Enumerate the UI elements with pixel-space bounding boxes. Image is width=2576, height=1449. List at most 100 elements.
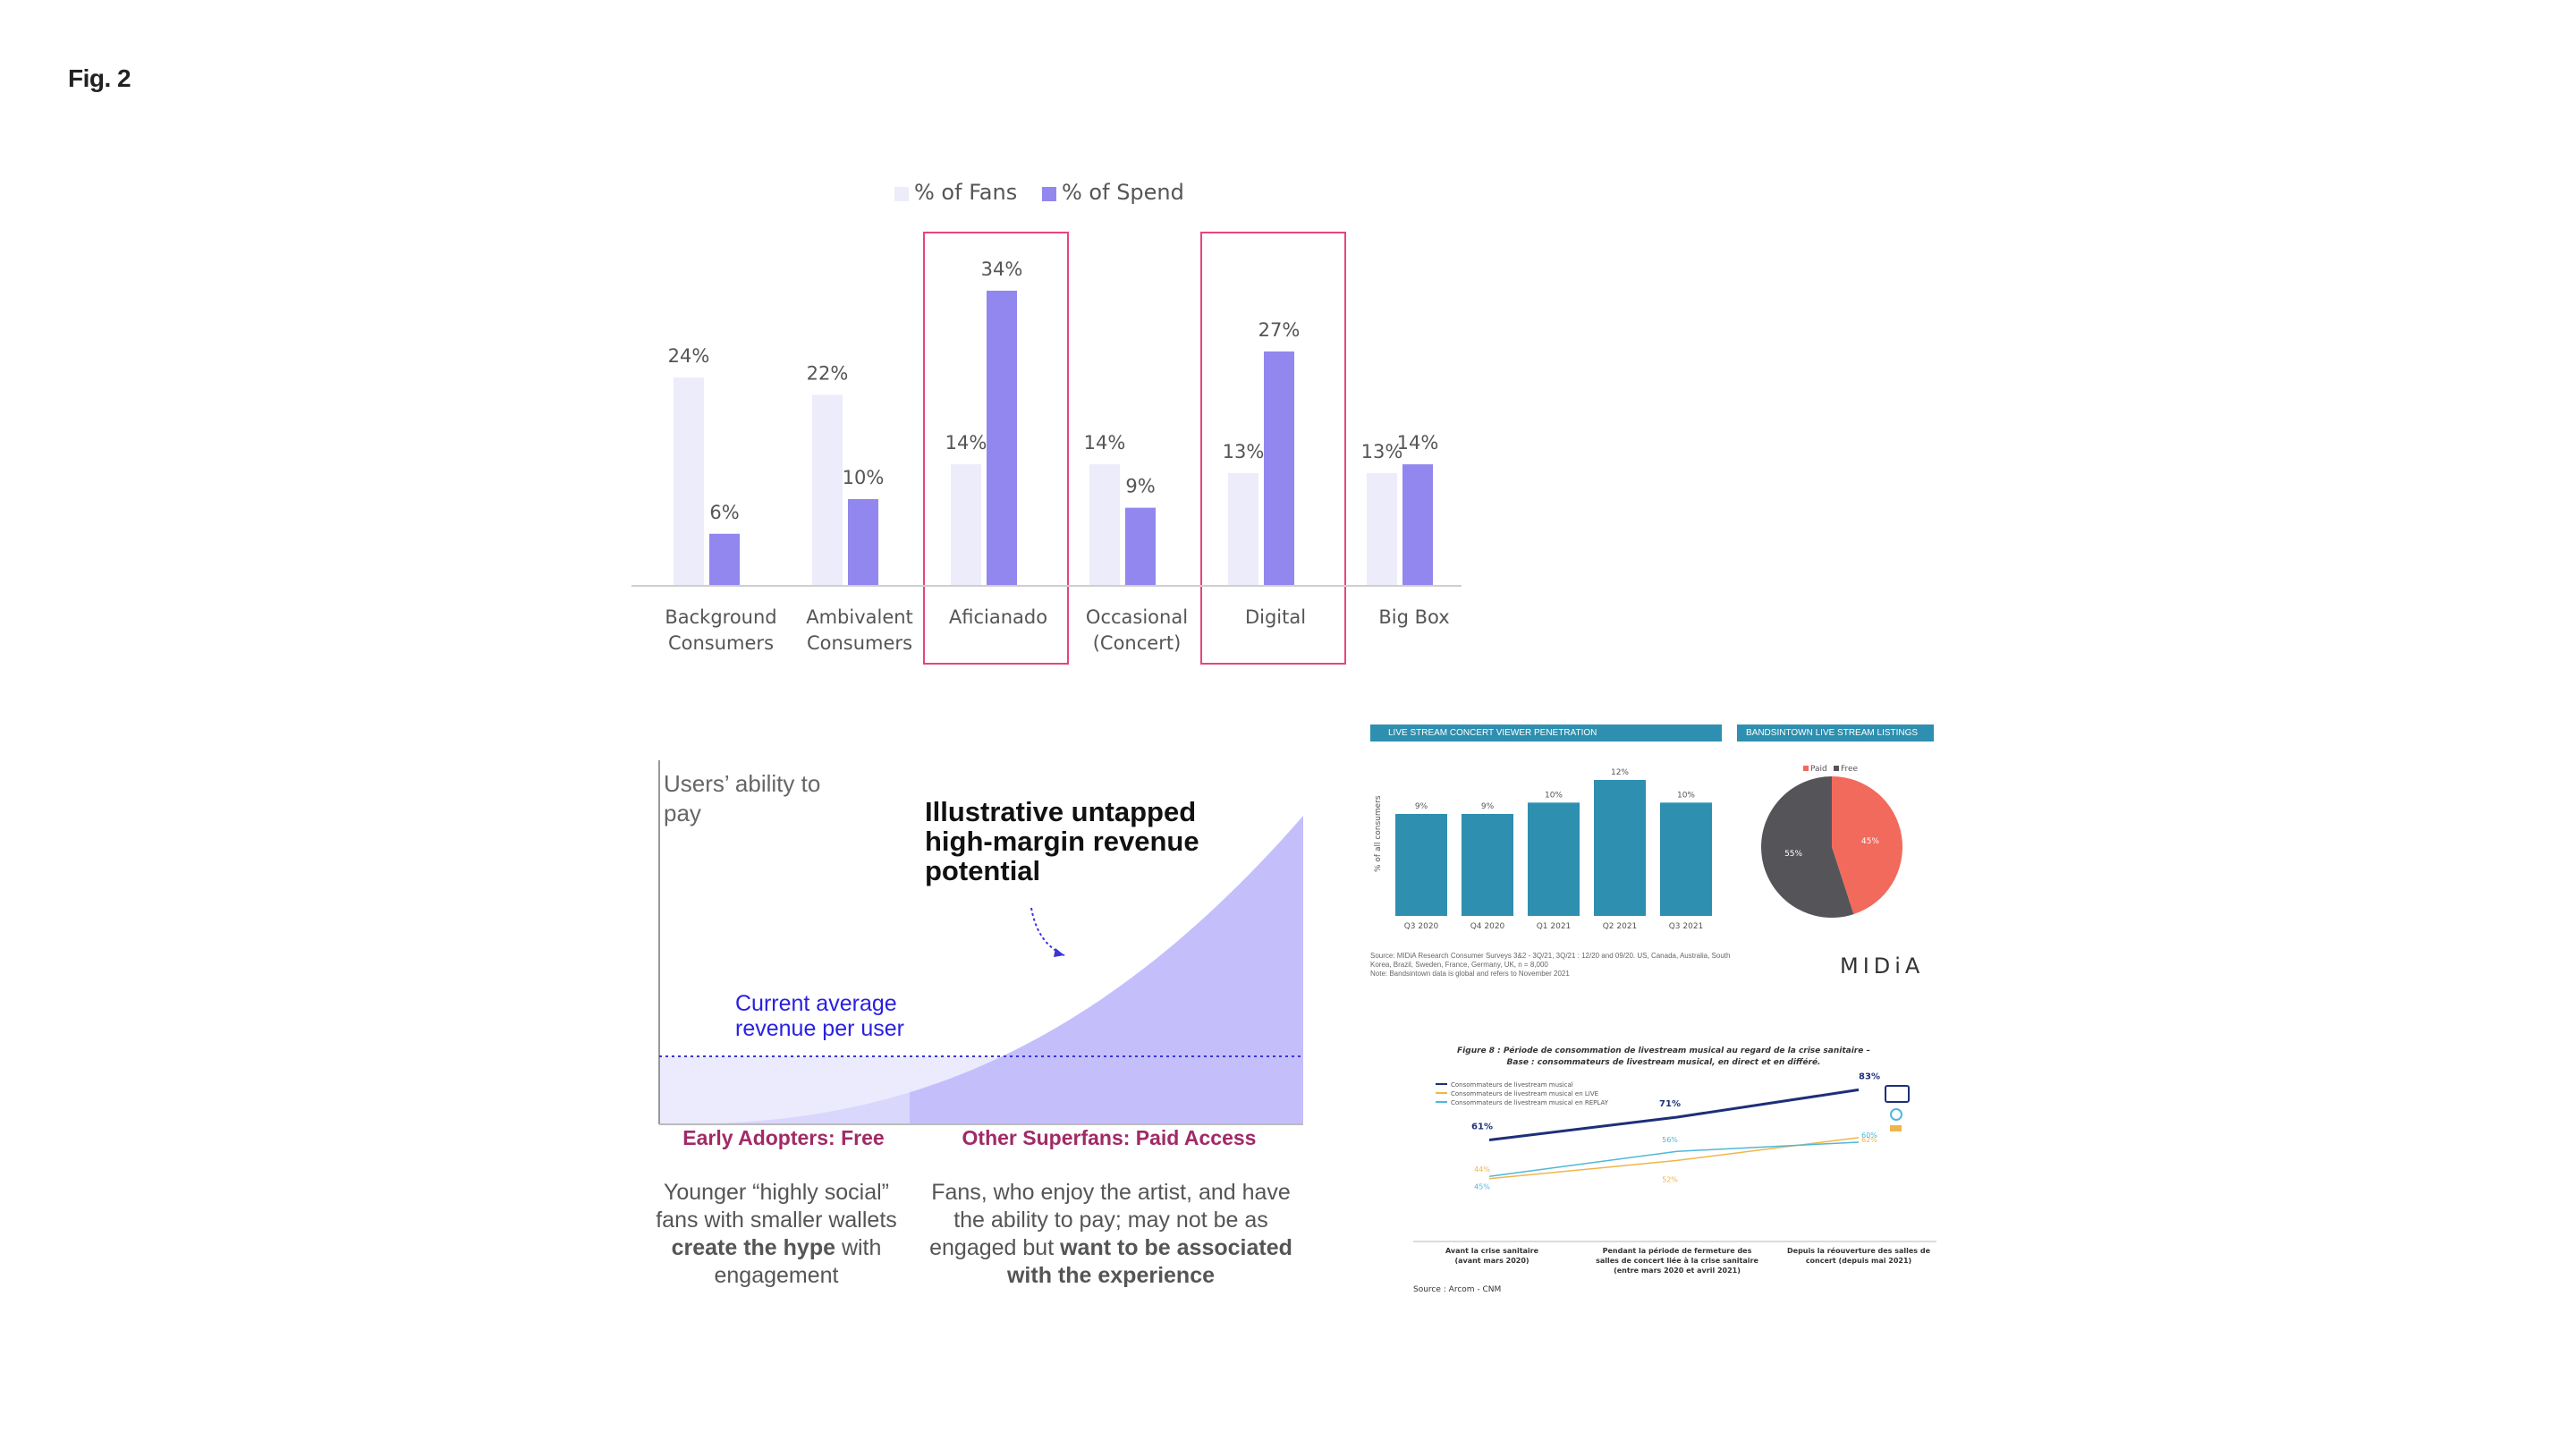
midia-logo: MIDiA <box>1840 953 1925 979</box>
pie-legend-swatch <box>1803 766 1809 771</box>
replay-icon <box>1890 1125 1902 1131</box>
arcom-value-label: 61% <box>1471 1122 1493 1131</box>
penetration-bar <box>1660 802 1712 916</box>
clock-icon <box>1890 1108 1902 1121</box>
arcom-value-label: 60% <box>1861 1131 1877 1140</box>
pie-slice <box>1761 776 1854 918</box>
arcom-value-label: 56% <box>1662 1136 1678 1144</box>
bar-fans <box>1367 472 1397 586</box>
pie-slice <box>1832 776 1902 915</box>
penetration-category-label: Q3 2020 <box>1404 922 1439 931</box>
value-label-spend: 10% <box>843 467 885 488</box>
penetration-category-label: Q3 2021 <box>1669 922 1704 931</box>
area-ylabel: Users’ ability to pay <box>664 770 821 826</box>
early-adopters-description: Younger “highly social” fans with smalle… <box>656 1180 897 1288</box>
penetration-value-label: 10% <box>1677 791 1695 800</box>
penetration-title-bar: LIVE STREAM CONCERT VIEWER PENETRATION <box>1370 724 1722 741</box>
legend-label: % of Fans <box>914 180 1017 205</box>
arcom-category-label: (avant mars 2020) <box>1454 1257 1529 1265</box>
value-label-spend: 34% <box>981 258 1023 280</box>
category-label: Aficianado <box>949 606 1047 628</box>
arcom-line-chart: Figure 8 : Période de consommation de li… <box>1413 1046 1936 1294</box>
category-label: Consumers <box>668 632 774 654</box>
midia-charts: 9% Q3 2020 9% Q4 2020 10% Q1 2021 12% Q2 2021 10… <box>1374 765 1902 931</box>
category-label: Occasional <box>1086 606 1188 628</box>
value-label-fans: 13% <box>1223 441 1265 462</box>
legend: % of Fans % of Spend <box>894 180 1184 205</box>
pie-legend-label: Paid <box>1810 765 1827 774</box>
arcom-legend: Consommateurs de livestream musicalConso… <box>1436 1081 1609 1106</box>
arcom-legend-label: Consommateurs de livestream musical <box>1451 1081 1573 1089</box>
arcom-source: Source : Arcom - CNM <box>1413 1285 1501 1294</box>
value-label-fans: 22% <box>807 362 849 384</box>
midia-source: Source: MIDiA Research Consumer Surveys … <box>1370 952 1731 978</box>
bar-fans <box>951 464 981 586</box>
value-label-fans: 14% <box>945 432 987 453</box>
category-label: Consumers <box>807 632 912 654</box>
highlight-box <box>923 232 1069 665</box>
bar-fans <box>1089 464 1120 586</box>
arcom-value-label: 83% <box>1859 1072 1880 1081</box>
pie-legend-swatch <box>1834 766 1839 771</box>
bar-fans <box>1228 472 1258 586</box>
arcom-category-label: (entre mars 2020 et avril 2021) <box>1614 1267 1741 1275</box>
annotation-arrow <box>1030 907 1065 956</box>
arcom-value-label: 45% <box>1474 1182 1490 1191</box>
bar-spend <box>1125 507 1156 586</box>
area <box>658 760 1303 1125</box>
arcom-title: Figure 8 : Période de consommation de li… <box>1457 1046 1870 1055</box>
arrowhead <box>1054 948 1064 957</box>
penetration-category-label: Q2 2021 <box>1603 922 1638 931</box>
arcom-series-line <box>1488 1141 1860 1178</box>
penetration-bars: 9% Q3 2020 9% Q4 2020 10% Q1 2021 12% Q2 2021 10… <box>1395 768 1712 931</box>
bar-spend <box>848 498 878 586</box>
fans-spend-chart: % of Fans % of Spend 24% 6% 22% 10% 14% 34% 14%… <box>631 180 1462 665</box>
arcom-category-labels: Avant la crise sanitaire (avant mars 2020… <box>1445 1246 1931 1275</box>
pie-value-label: 45% <box>1861 837 1879 846</box>
bars: 24%6%22%10%14%34%14%9%13%27%13%14% <box>668 258 1439 586</box>
value-label-spend: 9% <box>1125 476 1155 497</box>
penetration-ylabel: % of all consumers <box>1374 795 1383 872</box>
penetration-category-label: Q4 2020 <box>1470 922 1505 931</box>
category-label: Ambivalent <box>806 606 913 628</box>
penetration-category-label: Q1 2021 <box>1537 922 1572 931</box>
category-label: Big Box <box>1378 606 1449 628</box>
segment-paid-label: Other Superfans: Paid Access <box>962 1126 1257 1149</box>
pie-value-label: 55% <box>1784 850 1802 859</box>
value-label-fans: 24% <box>668 345 710 367</box>
bar-fans <box>812 394 843 586</box>
arcom-icons <box>1885 1085 1910 1131</box>
listings-title-bar: BANDSINTOWN LIVE STREAM LISTINGS <box>1737 724 1934 741</box>
bar-spend <box>987 291 1017 586</box>
arcom-category-label: Avant la crise sanitaire <box>1445 1247 1539 1255</box>
arcom-value-label: 44% <box>1474 1165 1490 1174</box>
midia-panel: LIVE STREAM CONCERT VIEWER PENETRATION B… <box>1370 724 1934 984</box>
category-label: Digital <box>1245 606 1306 628</box>
penetration-value-label: 10% <box>1545 791 1563 800</box>
arcom-category-label: Depuis la réouverture des salles de <box>1787 1246 1931 1255</box>
arcom-value-label: 71% <box>1659 1099 1681 1109</box>
penetration-value-label: 12% <box>1611 768 1629 777</box>
arcom-subtitle: Base : consommateurs de livestream music… <box>1507 1057 1821 1067</box>
value-label-spend: 27% <box>1258 319 1301 341</box>
pie-legend-label: Free <box>1841 765 1859 774</box>
penetration-value-label: 9% <box>1415 802 1428 811</box>
superfans-area-chart <box>658 760 1303 1125</box>
arcom-category-label: salles de concert liée à la crise sanita… <box>1596 1256 1758 1265</box>
value-label-spend: 14% <box>1397 432 1439 453</box>
bar-spend <box>1402 464 1433 586</box>
penetration-bar <box>1528 802 1580 916</box>
value-label-fans: 14% <box>1084 432 1126 453</box>
screen-icon <box>1885 1085 1910 1103</box>
lower-band-overlay <box>659 1056 910 1124</box>
penetration-value-label: 9% <box>1481 802 1495 811</box>
bar-spend <box>709 533 740 586</box>
penetration-bar <box>1594 780 1646 916</box>
penetration-bar <box>1462 814 1513 916</box>
penetration-bar <box>1395 814 1447 916</box>
area-annotation-line: Current average revenue per user <box>735 991 905 1041</box>
arcom-category-label: Pendant la période de fermeture des <box>1603 1246 1752 1255</box>
figure-label: Fig. 2 <box>68 64 131 92</box>
listings-pie: Paid Free 45% 55% <box>1761 765 1902 918</box>
superfans-description: Fans, who enjoy the artist, and have the… <box>929 1180 1292 1288</box>
